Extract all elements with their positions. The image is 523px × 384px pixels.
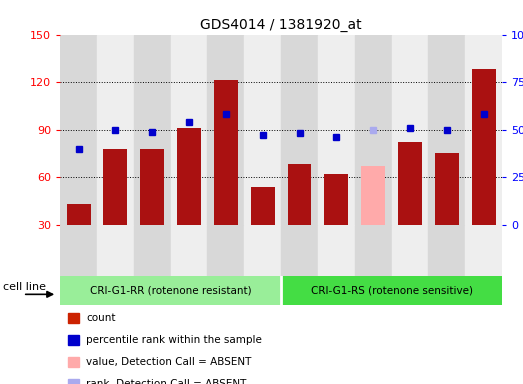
Text: count: count (86, 313, 116, 323)
Bar (134, 225, 170, 276)
Bar (428, 35, 465, 225)
Bar (281, 225, 318, 276)
Bar (428, 225, 465, 276)
Bar (318, 225, 355, 276)
Bar (208, 35, 244, 225)
Title: GDS4014 / 1381920_at: GDS4014 / 1381920_at (200, 18, 362, 32)
Bar (472, 70, 496, 225)
Bar (134, 35, 170, 225)
Bar (60, 35, 97, 225)
Bar (170, 225, 208, 276)
Bar (324, 174, 348, 225)
Bar (177, 128, 201, 225)
Bar (60, 276, 281, 305)
Bar (465, 35, 502, 225)
Bar (140, 149, 164, 225)
Text: percentile rank within the sample: percentile rank within the sample (86, 335, 262, 345)
Bar (214, 81, 238, 225)
Bar (355, 225, 392, 276)
Bar (355, 35, 392, 225)
Bar (251, 187, 275, 225)
Text: value, Detection Call = ABSENT: value, Detection Call = ABSENT (86, 357, 252, 367)
Bar (244, 35, 281, 225)
Bar (435, 153, 459, 225)
Bar (281, 35, 318, 225)
Bar (465, 225, 502, 276)
Bar (392, 35, 428, 225)
Bar (361, 166, 385, 225)
Bar (170, 35, 208, 225)
Bar (398, 142, 422, 225)
Text: CRI-G1-RR (rotenone resistant): CRI-G1-RR (rotenone resistant) (90, 286, 252, 296)
Bar (97, 35, 134, 225)
Bar (66, 204, 90, 225)
Bar (288, 164, 312, 225)
Bar (208, 225, 244, 276)
Text: rank, Detection Call = ABSENT: rank, Detection Call = ABSENT (86, 379, 247, 384)
Text: CRI-G1-RS (rotenone sensitive): CRI-G1-RS (rotenone sensitive) (311, 286, 473, 296)
Bar (244, 225, 281, 276)
Bar (392, 225, 428, 276)
Bar (104, 149, 128, 225)
Text: cell line: cell line (3, 281, 46, 291)
Bar (281, 276, 502, 305)
Bar (318, 35, 355, 225)
Bar (97, 225, 134, 276)
Bar (60, 225, 97, 276)
